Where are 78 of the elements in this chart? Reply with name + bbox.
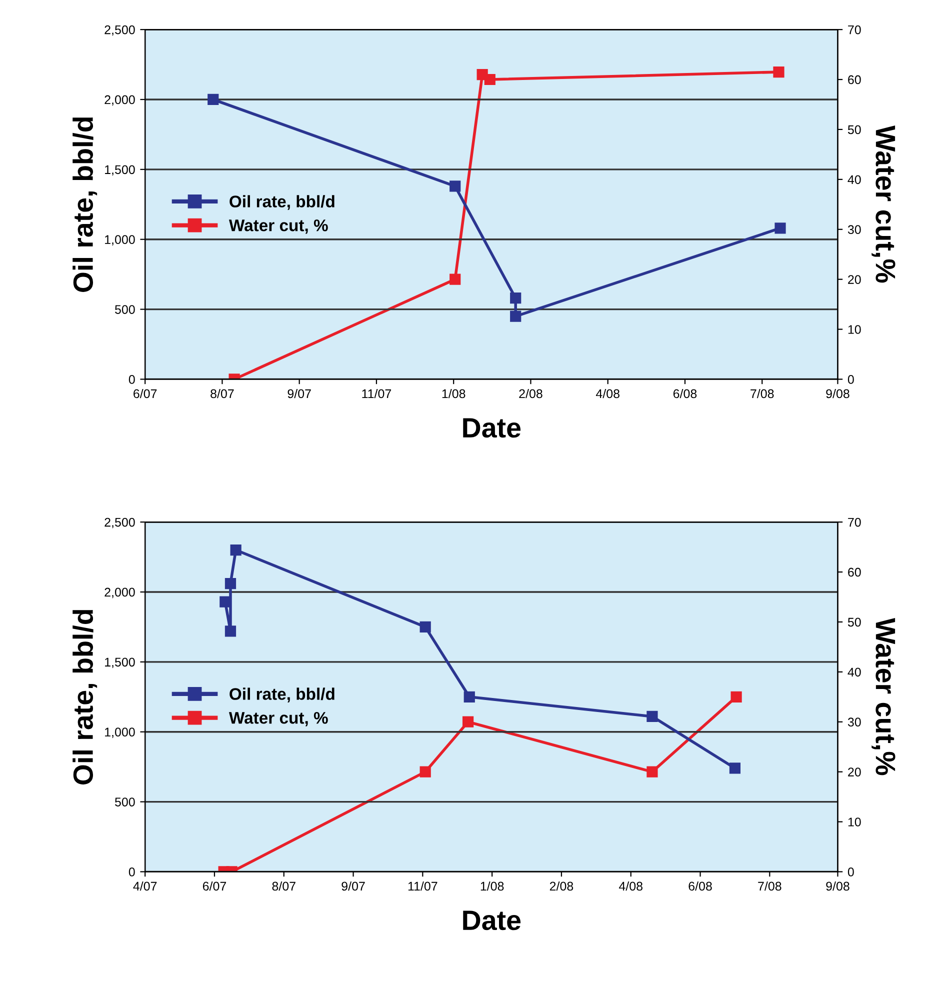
y-tick-label: 2,500 [104,518,135,528]
point [224,626,236,637]
y2-tick-label: 40 [848,175,861,184]
x-tick-label: 6/07 [202,881,226,891]
point [729,762,741,774]
y-tick-label: 2,000 [104,95,135,106]
y-tick-label: 1,500 [105,658,135,668]
x-tick-label: 8/07 [272,881,296,891]
x-tick-label: 1/08 [480,881,504,891]
y2-tick-label: 10 [848,818,861,826]
y2-axis-title: Water cut,% [872,618,896,776]
y2-axis-title: Water cut,% [872,125,896,283]
y2-tick-label: 60 [848,75,861,84]
y2-tick-label: 0 [848,868,854,876]
legend-label: Oil rate, bbl/d [230,195,334,210]
y-tick-label: 0 [128,375,135,384]
x-tick-label: 4/07 [133,881,157,891]
x-tick-label: 11/07 [362,388,392,398]
x-tick-label: 4/08 [618,881,642,891]
x-tick-label: 2/08 [519,388,542,398]
x-tick-label: 11/07 [408,881,438,891]
point [464,691,475,702]
point [208,94,219,106]
y-tick-label: 1,500 [105,165,135,176]
x-tick-label: 7/08 [758,881,782,891]
legend-label: Water cut, % [228,712,328,726]
point [230,544,242,556]
legend-label: Water cut, % [228,220,328,234]
y2-tick-label: 10 [848,325,861,334]
point [774,222,786,234]
x-tick-label: 6/08 [673,388,697,398]
point [420,766,431,778]
point [510,310,522,322]
y-tick-label: 0 [128,868,135,876]
x-tick-label: 2/08 [550,881,574,891]
y-axis-title: Oil rate, bbl/d [72,610,98,784]
x-tick-label: 1/08 [442,388,466,398]
y2-tick-label: 50 [848,618,861,627]
y2-tick-label: 20 [848,768,861,776]
x-tick-label: 8/07 [210,388,234,398]
y-tick-label: 2,500 [104,25,135,36]
y2-tick-label: 20 [848,275,861,284]
x-axis-title: Date [463,910,521,930]
x-tick-label: 6/07 [134,388,157,398]
point [510,292,522,304]
x-tick-label: 4/08 [596,388,620,398]
y2-tick-label: 70 [848,25,861,34]
x-tick-label: 9/08 [826,881,850,891]
point [484,74,496,86]
x-tick-label: 6/08 [688,881,712,891]
point [646,766,658,778]
y-tick-label: 1,000 [105,728,135,738]
y2-tick-label: 0 [848,375,854,384]
y-axis-title: Oil rate, bbl/d [72,117,98,292]
y-tick-label: 2,000 [104,588,135,598]
point [462,716,474,728]
point [450,180,461,192]
y2-tick-label: 60 [848,568,861,577]
point [420,621,431,633]
y2-tick-label: 30 [848,225,861,234]
y-tick-label: 500 [115,798,135,806]
x-axis-title: Date [463,418,521,438]
y2-tick-label: 50 [848,125,861,134]
legend-label: Oil rate, bbl/d [230,688,334,702]
point [220,596,231,608]
y-tick-label: 500 [115,305,135,314]
x-tick-label: 9/08 [826,388,850,398]
point [773,66,784,78]
y2-tick-label: 70 [848,518,861,527]
point [730,691,742,702]
y-tick-label: 1,000 [105,235,135,246]
x-tick-label: 7/08 [750,388,774,398]
x-tick-label: 9/07 [342,881,365,891]
y2-tick-label: 40 [848,668,861,677]
point [646,710,658,722]
point [224,578,236,590]
y2-tick-label: 30 [848,718,861,727]
x-tick-label: 9/07 [288,388,311,398]
